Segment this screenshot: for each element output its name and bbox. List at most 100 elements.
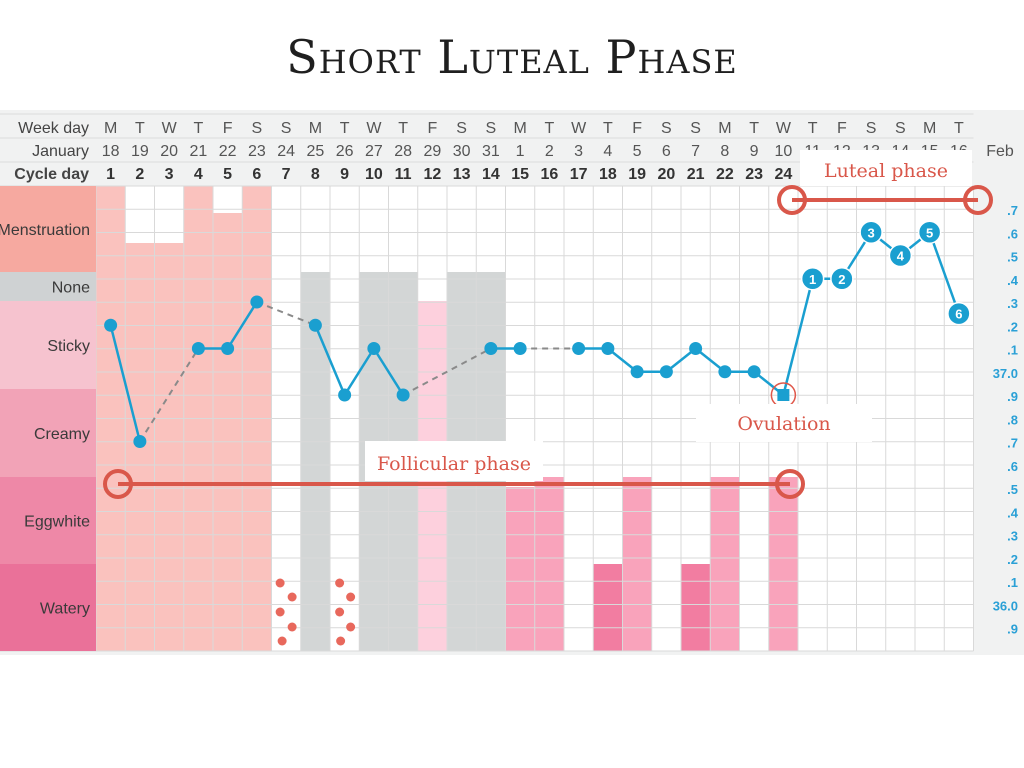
date-label: 6 xyxy=(662,143,671,160)
temp-tick-label: .1 xyxy=(1007,343,1018,358)
cycle-day-label: 20 xyxy=(657,166,675,183)
cycle-day-label: 4 xyxy=(194,166,203,183)
weekday-label: W xyxy=(776,120,792,137)
temp-point xyxy=(601,342,615,355)
temp-tick-label: .7 xyxy=(1007,436,1018,451)
spotting-dot xyxy=(346,592,356,602)
weekday-label: M xyxy=(104,120,117,137)
date-label: 31 xyxy=(482,143,500,160)
temp-tick-label: .5 xyxy=(1007,482,1018,497)
date-label: 22 xyxy=(219,143,237,160)
cycle-day-label: 13 xyxy=(453,166,471,183)
temp-point-labeled xyxy=(947,301,971,326)
weekday-label: T xyxy=(398,120,408,137)
ovulation-label-box xyxy=(696,404,872,442)
spotting-dot xyxy=(335,607,345,617)
cycle-day-label: 12 xyxy=(423,166,441,183)
feb-label: Feb xyxy=(986,143,1014,160)
day-observation-fill xyxy=(710,477,740,651)
cycle-day-label: 8 xyxy=(311,166,320,183)
weekday-label: S xyxy=(895,120,906,137)
temp-line-segment xyxy=(226,301,258,350)
weekday-label: T xyxy=(544,120,554,137)
cycle-day-label: 22 xyxy=(716,166,734,183)
weekday-label: T xyxy=(135,120,145,137)
date-label: 10 xyxy=(774,143,792,160)
weekday-label: T xyxy=(340,120,350,137)
follicular-end-marker xyxy=(775,469,805,499)
temp-point xyxy=(338,388,352,402)
weekday-label: F xyxy=(632,120,642,137)
weekday-label: F xyxy=(427,120,437,137)
weekday-label: T xyxy=(808,120,818,137)
cycle-day-label: 6 xyxy=(252,166,261,183)
date-label: 5 xyxy=(633,143,642,160)
cycle-day-label: 19 xyxy=(628,166,646,183)
weekday-label: S xyxy=(456,120,467,137)
temp-tick-label: .6 xyxy=(1007,459,1018,474)
date-label: 29 xyxy=(423,143,441,160)
temp-tick-label: .5 xyxy=(1007,250,1018,265)
category-band xyxy=(0,186,96,272)
temp-tick-label: .1 xyxy=(1007,575,1018,590)
weekday-label: S xyxy=(661,120,672,137)
date-label: 20 xyxy=(160,143,178,160)
temp-point-labeled xyxy=(859,220,883,244)
category-label: None xyxy=(52,280,90,297)
date-label: 18 xyxy=(102,143,120,160)
weekday-label: T xyxy=(954,120,964,137)
temp-line-segment xyxy=(372,347,405,396)
weekday-label: S xyxy=(690,120,701,137)
weekday-label: M xyxy=(718,120,731,137)
temp-point-number: 4 xyxy=(897,249,905,264)
category-label: Sticky xyxy=(47,338,90,355)
luteal-label-box xyxy=(800,150,972,186)
temp-point xyxy=(572,342,586,355)
temp-point xyxy=(484,342,498,355)
temp-line-segment xyxy=(782,278,814,396)
spotting-dot xyxy=(277,636,287,646)
cycle-day-label: 23 xyxy=(745,166,763,183)
category-band xyxy=(0,301,96,389)
day-observation-fill xyxy=(300,272,330,651)
spotting-dot xyxy=(336,636,346,646)
cycle-day-label: 7 xyxy=(282,166,291,183)
day-observation-fill xyxy=(213,213,243,651)
temp-tick-label: .2 xyxy=(1007,552,1018,567)
category-label: Creamy xyxy=(34,426,90,443)
category-label: Watery xyxy=(40,601,90,618)
spotting-dot xyxy=(287,592,297,602)
date-label: 9 xyxy=(750,143,759,160)
weekday-label: T xyxy=(603,120,613,137)
category-label: Menstruation xyxy=(0,222,90,239)
date-label: 27 xyxy=(365,143,383,160)
date-label: 1 xyxy=(516,143,525,160)
cycle-day-label: 24 xyxy=(774,166,792,183)
date-label: 23 xyxy=(248,143,266,160)
temp-line-segment xyxy=(928,231,961,315)
cycle-day-label: 3 xyxy=(165,166,174,183)
spotting-dot xyxy=(346,622,356,632)
luteal-label: Luteal phase xyxy=(824,160,948,182)
weekday-label: S xyxy=(486,120,497,137)
category-label: Eggwhite xyxy=(24,514,90,531)
temp-point-number: 5 xyxy=(926,225,933,240)
page-title: Short Luteal Phase xyxy=(286,30,738,84)
temp-point xyxy=(308,318,322,332)
temp-point xyxy=(396,388,410,402)
weekday-label: W xyxy=(366,120,382,137)
weekday-label: M xyxy=(923,120,936,137)
header-row-label: January xyxy=(32,143,89,160)
follicular-start-marker xyxy=(103,469,133,499)
temp-tick-label: .6 xyxy=(1007,226,1018,241)
ovulation-label: Ovulation xyxy=(737,413,830,435)
temp-line-segment xyxy=(314,324,346,396)
temp-point xyxy=(630,365,644,379)
spotting-dot xyxy=(275,607,285,617)
category-band xyxy=(0,564,96,651)
temp-point xyxy=(718,365,732,379)
follicular-label: Follicular phase xyxy=(377,453,531,475)
weekday-label: F xyxy=(223,120,233,137)
date-label: 26 xyxy=(336,143,354,160)
spotting-dot xyxy=(287,622,297,632)
